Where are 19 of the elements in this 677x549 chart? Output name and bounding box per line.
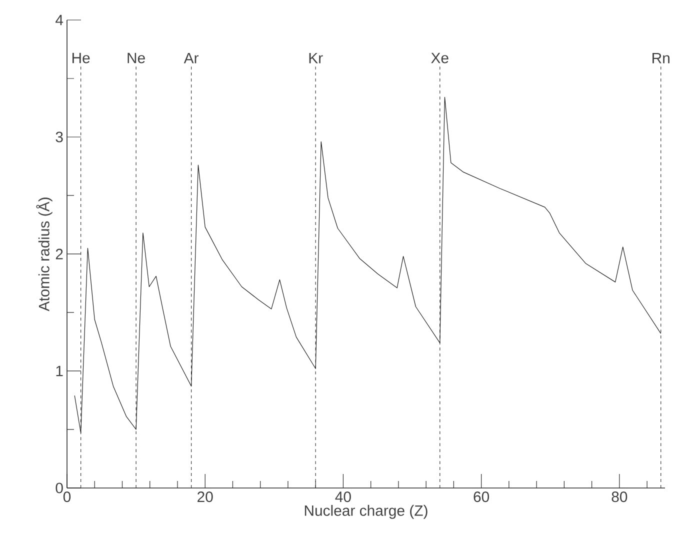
line-series	[74, 96, 662, 434]
y-tick-label: 3	[56, 132, 63, 142]
y-tick-label: 0	[56, 482, 63, 494]
y-axis-title: Atomic radius (Å)	[36, 198, 52, 312]
ref-line-label: Ar	[184, 52, 199, 64]
x-tick-label: 80	[612, 492, 628, 502]
y-tick-label: 1	[56, 366, 63, 376]
y-tick-label: 2	[56, 248, 63, 260]
x-tick-label: 0	[63, 492, 71, 502]
ref-line-label: Ne	[128, 52, 145, 64]
x-tick-label: 60	[474, 492, 490, 502]
ref-line-label: Kr	[309, 52, 323, 64]
ref-line-label: He	[72, 52, 90, 64]
ref-line-label: Xe	[431, 52, 448, 64]
y-tick-label: 4	[56, 14, 64, 26]
x-axis-title: Nuclear charge (Z)	[304, 504, 428, 519]
x-tick-label: 20	[198, 492, 213, 502]
ref-line-label: Rn	[652, 52, 670, 64]
x-tick-label: 40	[335, 492, 351, 502]
